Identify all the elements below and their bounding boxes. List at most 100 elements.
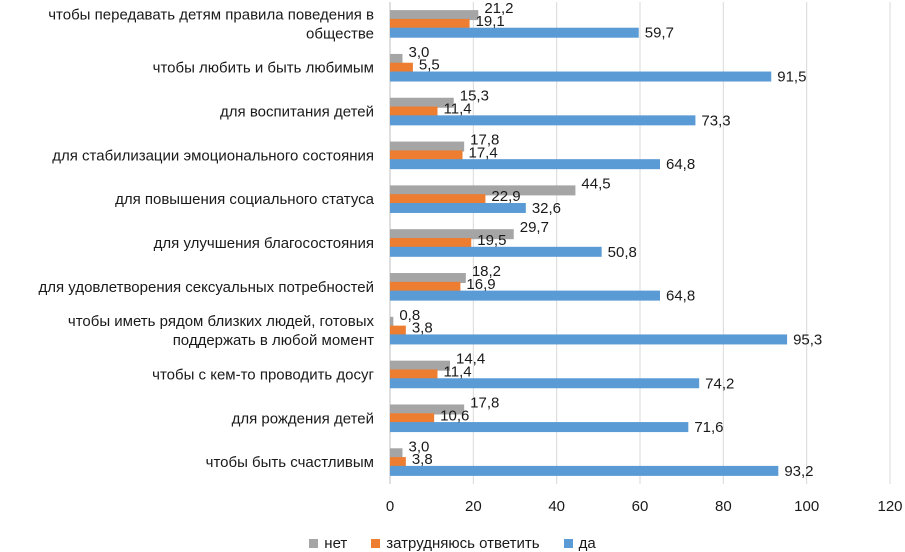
bar-yes	[390, 290, 660, 301]
value-label-no: 29,7	[520, 219, 549, 236]
value-label-yes: 59,7	[645, 25, 674, 42]
legend-item-no: нет	[309, 535, 347, 552]
category-label: поддержать в любой момент	[173, 332, 374, 349]
x-tick-label: 20	[465, 498, 482, 515]
bar-no	[390, 53, 403, 64]
bar-no	[390, 360, 450, 371]
bar-yes	[390, 334, 788, 345]
bar-unsure	[390, 18, 470, 29]
value-label-no: 44,5	[581, 175, 610, 192]
bar-yes	[390, 422, 689, 433]
value-label-no: 0,8	[399, 307, 420, 324]
category-label: для рождения детей	[232, 410, 374, 427]
category-label: обществе	[306, 25, 374, 42]
value-label-yes: 73,3	[701, 112, 730, 129]
category-label: чтобы передавать детям правила поведения…	[48, 6, 374, 23]
x-tick-label: 40	[548, 498, 565, 515]
bar-unsure	[390, 281, 461, 292]
category-label: чтобы любить и быть любимым	[153, 60, 374, 77]
bar-no	[390, 316, 394, 327]
x-tick-label: 120	[877, 498, 902, 515]
x-tick-label: 60	[632, 498, 649, 515]
bar-unsure	[390, 106, 438, 117]
bar-no	[390, 185, 576, 196]
value-label-yes: 71,6	[694, 419, 723, 436]
legend-swatch-unsure	[371, 539, 381, 548]
category-label: чтобы с кем-то проводить досуг	[152, 366, 374, 383]
value-label-yes: 64,8	[666, 288, 695, 305]
bar-no	[390, 448, 403, 459]
bar-no	[390, 273, 466, 284]
legend-swatch-yes	[563, 539, 573, 548]
category-label: чтобы быть счастливым	[206, 454, 374, 471]
bar-yes	[390, 27, 639, 38]
legend-item-yes: да	[563, 535, 596, 552]
value-label-yes: 64,8	[666, 156, 695, 173]
value-label-no: 17,8	[470, 394, 499, 411]
value-label-no: 21,2	[484, 0, 513, 17]
bar-unsure	[390, 457, 406, 468]
bars	[390, 10, 788, 476]
bar-yes	[390, 202, 526, 213]
legend-label-yes: да	[578, 535, 596, 552]
bar-no	[390, 141, 465, 152]
value-label-unsure: 19,1	[476, 13, 505, 30]
bar-yes	[390, 378, 700, 389]
value-label-yes: 50,8	[608, 244, 637, 261]
value-labels: 21,219,159,73,05,591,515,311,473,317,817…	[399, 0, 822, 480]
value-label-unsure: 11,4	[444, 363, 472, 380]
legend: нет затрудняюсь ответить да	[0, 535, 905, 552]
bar-yes	[390, 246, 602, 257]
value-label-unsure: 17,4	[469, 144, 498, 161]
value-label-unsure: 11,4	[444, 101, 472, 118]
value-label-yes: 93,2	[784, 463, 813, 480]
category-label: для стабилизации эмоционального состояни…	[52, 147, 374, 164]
value-label-unsure: 3,8	[412, 451, 433, 468]
category-labels: чтобы передавать детям правила поведения…	[39, 6, 375, 471]
value-label-yes: 91,5	[777, 69, 806, 86]
value-label-no: 17,8	[470, 132, 499, 149]
value-label-unsure: 3,8	[412, 320, 433, 337]
legend-item-unsure: затрудняюсь ответить	[371, 535, 540, 552]
value-label-unsure: 22,9	[491, 188, 520, 205]
legend-swatch-no	[309, 539, 319, 548]
bar-no	[390, 97, 454, 108]
value-label-yes: 32,6	[532, 200, 561, 217]
category-label: для повышения социального статуса	[115, 191, 375, 208]
value-label-unsure: 16,9	[466, 276, 495, 293]
x-tick-label: 80	[715, 498, 732, 515]
value-label-no: 15,3	[460, 88, 489, 105]
category-label: чтобы иметь рядом близких людей, готовых	[68, 313, 375, 330]
bar-unsure	[390, 62, 413, 73]
bar-yes	[390, 465, 779, 476]
x-axis-ticks: 0 20 40 60 80 100 120	[386, 498, 903, 515]
bar-yes	[390, 71, 772, 82]
value-label-no: 3,0	[409, 438, 430, 455]
bar-unsure	[390, 194, 486, 205]
bar-yes	[390, 115, 696, 126]
gridlines	[389, 2, 891, 484]
value-label-no: 3,0	[409, 44, 430, 61]
bar-no	[390, 10, 479, 21]
bar-yes	[390, 159, 660, 170]
bar-unsure	[390, 325, 406, 336]
bar-unsure	[390, 413, 435, 424]
bar-no	[390, 229, 514, 240]
value-label-unsure: 5,5	[419, 57, 440, 74]
category-label: для воспитания детей	[220, 104, 374, 121]
category-label: для удовлетворения сексуальных потребнос…	[39, 279, 374, 296]
legend-label-no: нет	[324, 535, 348, 552]
value-label-no: 14,4	[456, 351, 485, 368]
x-tick-label: 0	[386, 498, 394, 515]
value-label-yes: 74,2	[705, 375, 734, 392]
value-label-unsure: 19,5	[477, 232, 506, 249]
legend-label-unsure: затрудняюсь ответить	[386, 535, 540, 552]
value-label-unsure: 10,6	[440, 407, 469, 424]
value-label-no: 18,2	[472, 263, 501, 280]
value-label-yes: 95,3	[793, 331, 822, 348]
bar-unsure	[390, 150, 463, 161]
bar-unsure	[390, 369, 438, 380]
x-tick-label: 100	[794, 498, 819, 515]
bar-unsure	[390, 238, 472, 248]
